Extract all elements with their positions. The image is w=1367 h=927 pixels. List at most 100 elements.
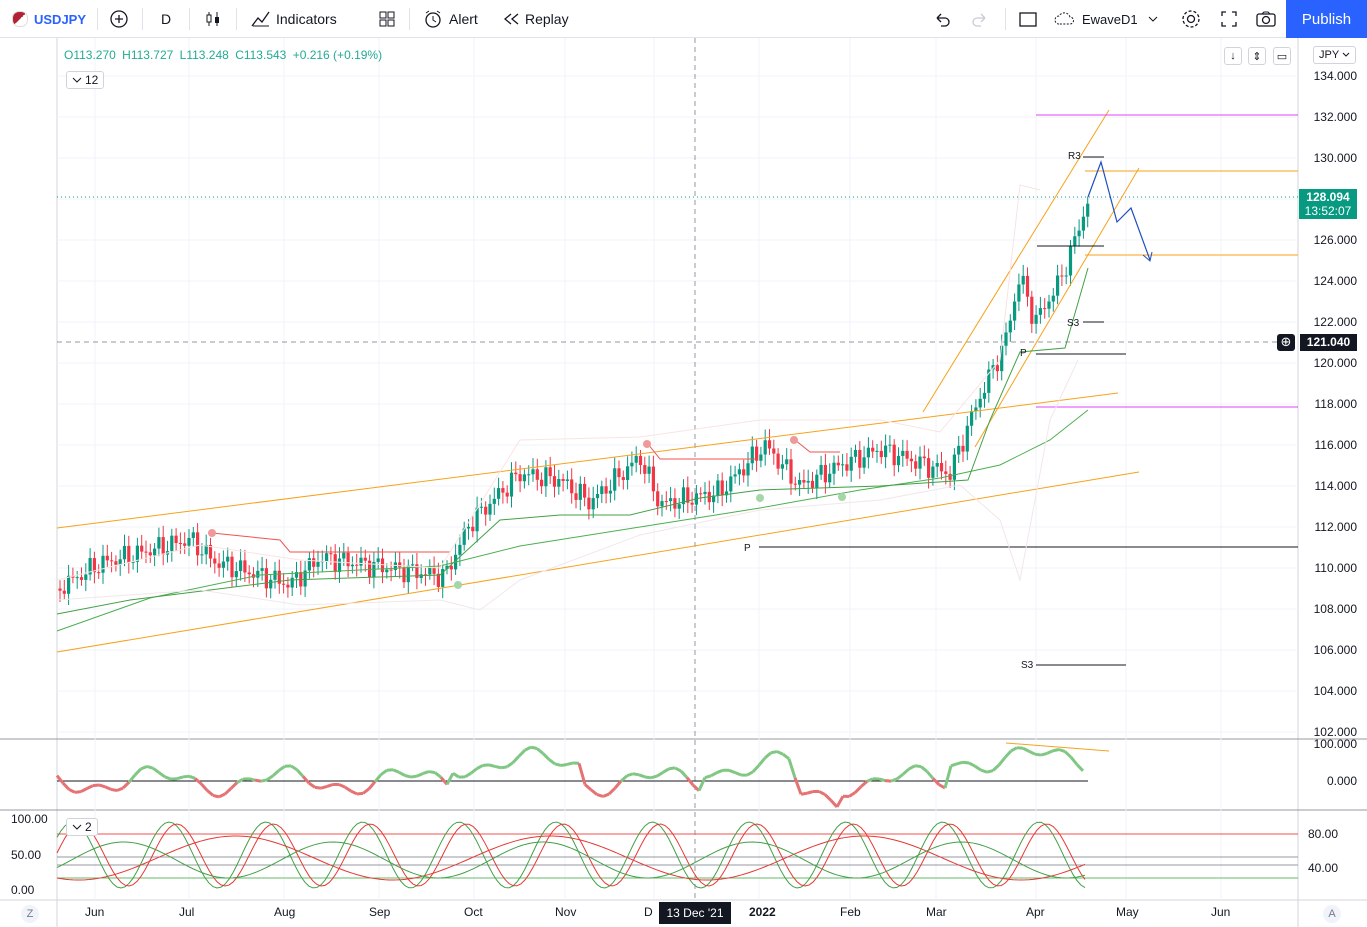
candle-body bbox=[208, 544, 213, 559]
candles-icon bbox=[206, 12, 219, 26]
candle-body bbox=[445, 565, 449, 570]
chart-canvas[interactable] bbox=[0, 38, 1367, 927]
candle-body bbox=[135, 545, 139, 562]
candle-body bbox=[501, 488, 505, 493]
publish-button[interactable]: Publish bbox=[1286, 0, 1367, 38]
oscillator-segment bbox=[188, 774, 196, 780]
candle-body bbox=[131, 561, 135, 563]
oscillator-segment bbox=[338, 783, 346, 789]
candle-body bbox=[939, 463, 944, 472]
zoom-toggle-button[interactable]: Z bbox=[21, 905, 39, 923]
open-value: O113.270 bbox=[64, 48, 116, 62]
time-axis-label: Apr bbox=[1026, 905, 1045, 919]
oscillator-segment bbox=[133, 767, 143, 776]
candle-body bbox=[557, 478, 561, 487]
oscillator-segment bbox=[764, 751, 772, 760]
candle-body bbox=[608, 490, 612, 494]
settings-button[interactable] bbox=[1180, 0, 1202, 38]
price-axis-label: 126.000 bbox=[1313, 233, 1357, 247]
candle-body bbox=[509, 472, 514, 497]
candle-body bbox=[1030, 296, 1034, 324]
redo-button[interactable] bbox=[970, 0, 990, 38]
candle-body bbox=[810, 480, 815, 488]
add-alert-plus-button[interactable]: ⊕ bbox=[1277, 334, 1295, 351]
oscillator-axis-label: 100.000 bbox=[1313, 737, 1357, 751]
publish-label: Publish bbox=[1301, 10, 1352, 28]
currency-label: JPY bbox=[1319, 49, 1340, 61]
candle-body bbox=[875, 450, 879, 452]
chart-type-button[interactable] bbox=[203, 0, 223, 38]
oscillator-segment bbox=[607, 787, 617, 796]
bollinger-band bbox=[56, 359, 1079, 611]
indicators-collapse-toggle[interactable]: 12 bbox=[66, 71, 105, 89]
oscillator-segment bbox=[920, 765, 928, 773]
oscillator-segment bbox=[878, 777, 886, 783]
gear-icon bbox=[1182, 10, 1200, 28]
symbol-name: USDJPY bbox=[34, 11, 87, 27]
interval-button[interactable]: D bbox=[161, 0, 171, 38]
symbol-search[interactable]: USDJPY bbox=[12, 0, 86, 38]
candle-body bbox=[527, 474, 531, 476]
pane3-collapse-toggle[interactable]: 2 bbox=[66, 818, 98, 836]
candle-body bbox=[174, 535, 178, 543]
candle-body bbox=[153, 548, 157, 556]
candle-body bbox=[888, 444, 892, 446]
oscillator-segment bbox=[223, 787, 233, 796]
oscillator-segment bbox=[746, 770, 754, 777]
candle-body bbox=[213, 558, 217, 564]
candle-body bbox=[931, 466, 935, 478]
pane-collapse-button[interactable]: ⇕ bbox=[1248, 47, 1266, 65]
oscillator-segment bbox=[536, 747, 544, 755]
replay-button[interactable]: Replay bbox=[502, 0, 569, 38]
candle-body bbox=[712, 495, 716, 503]
candle-body bbox=[1021, 275, 1025, 285]
oscillator-segment bbox=[164, 775, 172, 781]
price-axis-label: 110.000 bbox=[1314, 561, 1358, 575]
candle-body bbox=[789, 459, 793, 484]
candle-body bbox=[669, 498, 673, 502]
fullscreen-layout-button[interactable] bbox=[1018, 0, 1038, 38]
compare-button[interactable] bbox=[109, 0, 129, 38]
candle-body bbox=[475, 507, 479, 532]
candle-body bbox=[531, 469, 535, 475]
pane-move-down-button[interactable]: ↓ bbox=[1224, 47, 1242, 65]
forecast-arrowhead bbox=[1142, 251, 1153, 262]
oscillator-segment bbox=[506, 761, 514, 769]
bar-countdown: 13:52:07 bbox=[1304, 204, 1352, 218]
zoom-toggle-label: Z bbox=[26, 908, 34, 920]
signal-dot-marker bbox=[208, 529, 216, 537]
candle-body bbox=[656, 491, 660, 507]
time-axis-label: Mar bbox=[926, 905, 947, 919]
alert-button[interactable]: Alert bbox=[422, 0, 478, 38]
oscillator-segment bbox=[320, 784, 328, 790]
pane-maximize-button[interactable]: ▭ bbox=[1273, 47, 1291, 65]
oscillator-segment bbox=[260, 778, 268, 783]
pivot-s3-label: S3 bbox=[1067, 318, 1080, 329]
indicators-button[interactable]: Indicators bbox=[250, 0, 337, 38]
candle-body bbox=[604, 486, 608, 494]
candle-body bbox=[1051, 295, 1055, 302]
oscillator-segment bbox=[704, 774, 712, 779]
channel-line bbox=[56, 392, 1119, 529]
oscillator-segment bbox=[685, 776, 695, 787]
undo-button[interactable] bbox=[932, 0, 952, 38]
oscillator-segment bbox=[548, 758, 556, 766]
templates-button[interactable] bbox=[377, 0, 397, 38]
oscillator-segment bbox=[860, 780, 868, 788]
snapshot-button[interactable] bbox=[1255, 0, 1277, 38]
candle-body bbox=[522, 474, 526, 482]
oscillator-segment bbox=[1075, 763, 1085, 772]
fullscreen-button[interactable] bbox=[1219, 0, 1239, 38]
candle-body bbox=[505, 492, 509, 497]
candle-body bbox=[423, 574, 428, 576]
layout-menu-button[interactable]: EwaveD1 bbox=[1053, 0, 1160, 38]
candle-body bbox=[866, 447, 870, 458]
oscillator-segment bbox=[301, 775, 311, 785]
currency-button[interactable]: JPY bbox=[1313, 46, 1357, 64]
auto-scale-button[interactable]: A bbox=[1323, 905, 1341, 923]
oscillator-segment bbox=[734, 771, 742, 777]
oscillator-segment bbox=[367, 780, 377, 790]
indicator-count: 12 bbox=[85, 73, 99, 87]
arrow-down-icon: ↓ bbox=[1230, 50, 1236, 62]
grid-icon bbox=[379, 11, 395, 27]
